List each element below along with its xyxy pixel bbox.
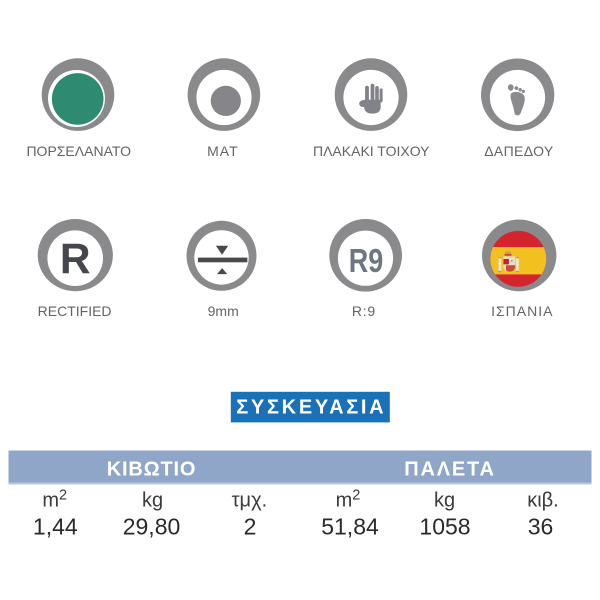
svg-text:m2: m2 <box>336 488 361 512</box>
svg-text:R9: R9 <box>349 242 384 279</box>
svg-text:κιβ.: κιβ. <box>527 490 559 512</box>
svg-text:m2: m2 <box>42 488 67 512</box>
svg-text:τμχ.: τμχ. <box>232 490 267 512</box>
svg-text:ΙΣΠΑΝΙΑ: ΙΣΠΑΝΙΑ <box>491 303 553 319</box>
svg-text:ΔΑΠΕΔΟΥ: ΔΑΠΕΔΟΥ <box>484 143 554 159</box>
svg-text:29,80: 29,80 <box>123 514 181 540</box>
svg-text:R: R <box>60 236 91 283</box>
svg-text:ΣΥΣΚΕΥΑΣΙΑ: ΣΥΣΚΕΥΑΣΙΑ <box>236 397 386 419</box>
svg-text:2: 2 <box>244 514 257 540</box>
svg-text:36: 36 <box>528 514 554 540</box>
svg-text:R:9: R:9 <box>352 303 376 319</box>
svg-text:RECTIFIED: RECTIFIED <box>38 303 112 319</box>
svg-text:1058: 1058 <box>419 514 470 540</box>
svg-text:kg: kg <box>142 490 163 512</box>
svg-text:ΚΙΒΩΤΙΟ: ΚΙΒΩΤΙΟ <box>107 458 196 480</box>
svg-text:9mm: 9mm <box>208 303 239 319</box>
svg-text:ΠΛΑΚΑΚΙ ΤΟΙΧΟΥ: ΠΛΑΚΑΚΙ ΤΟΙΧΟΥ <box>313 143 430 159</box>
svg-text:51,84: 51,84 <box>321 514 379 540</box>
svg-text:ΠΑΛΕΤΑ: ΠΑΛΕΤΑ <box>404 458 496 480</box>
svg-text:1,44: 1,44 <box>33 514 78 540</box>
svg-text:ΠΟΡΣΕΛΑΝΑΤΟ: ΠΟΡΣΕΛΑΝΑΤΟ <box>26 143 131 159</box>
svg-text:kg: kg <box>434 490 455 512</box>
svg-text:ΜΑΤ: ΜΑΤ <box>207 143 239 159</box>
